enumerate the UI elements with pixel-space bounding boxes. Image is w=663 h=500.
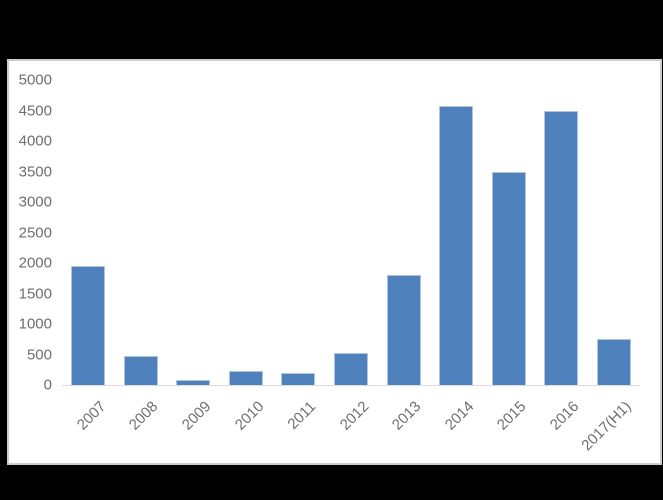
bar-2017(H1) [596,338,631,385]
y-axis: 0 500 1000 1500 2000 2500 3000 3500 4000 4500 5000 [9,61,52,463]
x-tick-label-2012: 2012 [336,398,373,434]
x-tick-label-2013: 2013 [388,398,425,434]
y-tick-label-3500: 3500 [18,163,52,180]
y-tick-label-0: 0 [43,376,52,394]
bar-2014 [439,105,474,385]
y-tick-label-3000: 3000 [18,193,52,211]
y-tick-label-2500: 2500 [18,224,52,241]
chart-panel: 0 500 1000 1500 2000 2500 3000 3500 4000 4500 5000… [7,59,662,465]
x-tick-label-2009: 2009 [178,398,215,434]
plot-area [62,80,640,385]
x-axis-line [62,385,640,386]
x-tick-label-2008: 2008 [126,398,162,434]
x-tick-label-2011: 2011 [284,398,320,433]
y-tick-label-2000: 2000 [18,254,52,272]
y-tick-label-4000: 4000 [18,132,52,150]
x-tick-label-2014: 2014 [441,398,478,434]
bar-2015 [491,171,526,385]
x-tick-label-2016: 2016 [546,398,583,434]
y-tick-label-1500: 1500 [18,285,52,302]
x-tick-label-2010: 2010 [231,398,267,434]
x-tick-label-2007: 2007 [73,398,110,434]
y-tick-label-500: 500 [26,346,52,363]
y-tick-label-4500: 4500 [18,102,52,119]
bar-2007 [71,266,106,385]
bar-2013 [386,275,421,385]
bar-2010 [228,370,263,385]
bar-2011 [281,373,316,385]
y-tick-label-5000: 5000 [18,71,52,89]
x-tick-label-2017(H1): 2017(H1) [578,398,635,455]
bar-2009 [176,379,211,385]
y-tick-label-1000: 1000 [18,315,52,333]
bar-2012 [334,352,368,385]
x-tick-label-2015: 2015 [494,398,530,434]
bar-2008 [123,355,158,385]
x-axis: 2007 2008 2009 2010 2011 2012 2013 2014 2015 2016… [9,61,660,463]
bar-2016 [544,110,579,385]
